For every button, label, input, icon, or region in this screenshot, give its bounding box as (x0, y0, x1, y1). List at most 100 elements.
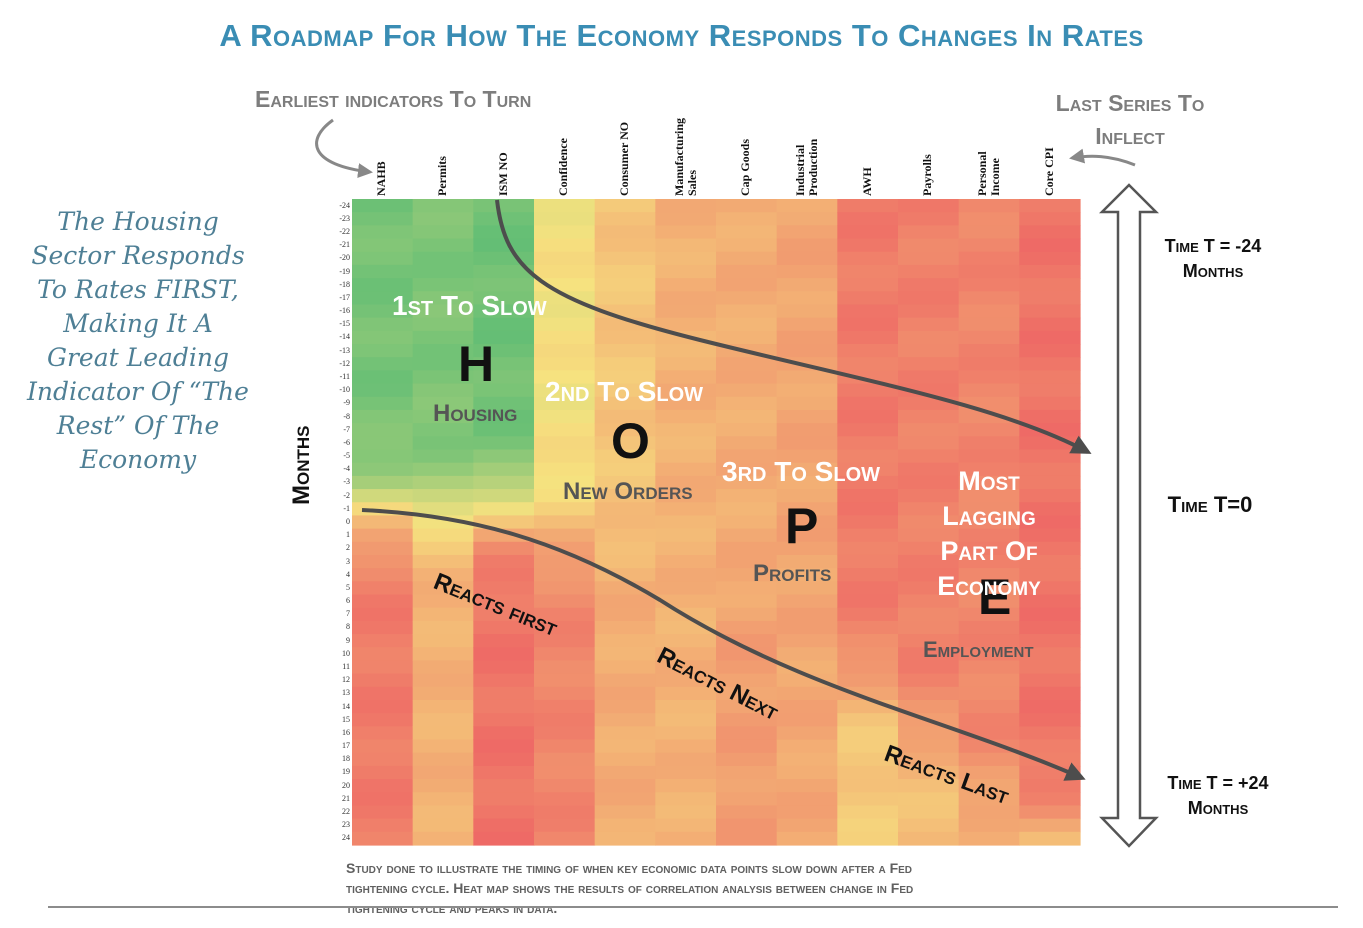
heatmap-cell (412, 489, 474, 503)
heatmap-cell (776, 805, 838, 820)
heatmap-cell (1019, 330, 1081, 345)
heatmap-cell (958, 607, 1020, 622)
heatmap-cell (716, 502, 778, 516)
heatmap-cell (898, 634, 960, 648)
heatmap-cell (594, 647, 656, 662)
heatmap-cell (958, 264, 1020, 279)
heatmap-cell (1019, 344, 1081, 358)
heatmap-cell (1019, 739, 1081, 754)
earliest-indicator-pointer (315, 118, 373, 179)
heatmap-cell (412, 264, 474, 279)
heatmap-cell (473, 264, 535, 279)
heatmap-cell (655, 686, 717, 701)
heatmap-cell (473, 396, 535, 411)
heatmap-cell (412, 765, 474, 780)
heatmap-cell (412, 581, 474, 596)
row-tick: 4 (346, 569, 350, 579)
heatmap-cell (837, 251, 899, 266)
heatmap-cell (534, 409, 596, 424)
heatmap-cell (958, 568, 1020, 582)
heatmap-cell (655, 225, 717, 240)
third-to-slow-label: 3rd To Slow (722, 456, 881, 487)
heatmap-cell (958, 423, 1020, 437)
heatmap-cell (837, 594, 899, 609)
heatmap-cell (534, 713, 596, 727)
side-note-line: Rest” Of The (56, 411, 220, 440)
heatmap-cell (716, 396, 778, 411)
heatmap-cell (898, 752, 960, 767)
heatmap-cell (898, 291, 960, 306)
earliest-indicators-label: Earliest indicators To Turn (255, 86, 532, 112)
heatmap-cell (352, 634, 414, 648)
heatmap-cell (716, 726, 778, 741)
heatmap-cell (1019, 251, 1081, 266)
heatmap-cell (898, 502, 960, 516)
row-tick: 14 (342, 701, 350, 711)
heatmap-cell (837, 489, 899, 503)
heatmap-cell (716, 357, 778, 371)
heatmap-cell (655, 660, 717, 675)
heatmap-cell (594, 686, 656, 701)
heatmap-cell (776, 436, 838, 451)
heatmap-cell (898, 383, 960, 398)
row-tick: 6 (346, 596, 350, 606)
housing-side-note: The Housing Sector Responds To Rates FIR… (18, 205, 258, 477)
heatmap-cell (898, 238, 960, 253)
heatmap-cells (352, 199, 1081, 846)
heatmap-cell (655, 502, 717, 516)
heatmap-cell (837, 436, 899, 451)
heatmap-cell (776, 264, 838, 279)
heatmap-cell (352, 673, 414, 688)
heatmap-cell (898, 449, 960, 464)
heatmap-cell (776, 304, 838, 319)
heatmap-cell (594, 765, 656, 780)
heatmap-cell (958, 660, 1020, 675)
heatmap-cell (776, 686, 838, 701)
heatmap-cell (958, 739, 1020, 754)
heatmap-cell (898, 489, 960, 503)
heatmap-cell (655, 317, 717, 332)
row-tick: 19 (342, 767, 350, 777)
heatmap-cell (898, 831, 960, 846)
heatmap-cell (352, 647, 414, 662)
heatmap-cell (837, 212, 899, 226)
new-orders-label: New Orders (563, 478, 693, 505)
heatmap-cell (655, 634, 717, 648)
heatmap-cell (473, 278, 535, 292)
heatmap-cell (958, 396, 1020, 411)
heatmap-cell (776, 752, 838, 767)
heatmap-cell (898, 686, 960, 701)
heatmap-cell (655, 462, 717, 477)
heatmap-cell (1019, 225, 1081, 240)
heatmap-cell (716, 620, 778, 635)
heatmap-cell (1019, 212, 1081, 226)
heatmap-cell (534, 581, 596, 596)
heatmap-cell (412, 317, 474, 332)
heatmap-cell (534, 620, 596, 635)
heatmap-cell (776, 554, 838, 569)
heatmap-cell (534, 489, 596, 503)
heatmap-cell (1019, 792, 1081, 807)
heatmap-cell (412, 225, 474, 240)
heatmap-cell (473, 673, 535, 688)
heatmap-cell (655, 383, 717, 398)
heatmap-cell (776, 238, 838, 253)
heatmap-cell (958, 436, 1020, 451)
heatmap-cell (716, 673, 778, 688)
heatmap-cell (776, 515, 838, 530)
heatmap-cell (352, 607, 414, 622)
heatmap-cell (776, 317, 838, 332)
heatmap-cell (473, 291, 535, 306)
heatmap-cell (534, 423, 596, 437)
heatmap-cell (776, 779, 838, 793)
heatmap-cell (1019, 726, 1081, 741)
heatmap-cell (534, 317, 596, 332)
heatmap-cell (655, 357, 717, 371)
heatmap-cell (837, 475, 899, 490)
heatmap-cell (412, 304, 474, 319)
heatmap-cell (473, 792, 535, 807)
upper-trend-arrow (495, 199, 1092, 454)
heatmap-cell (594, 620, 656, 635)
heatmap-cell (837, 383, 899, 398)
row-tick: -8 (343, 411, 350, 421)
